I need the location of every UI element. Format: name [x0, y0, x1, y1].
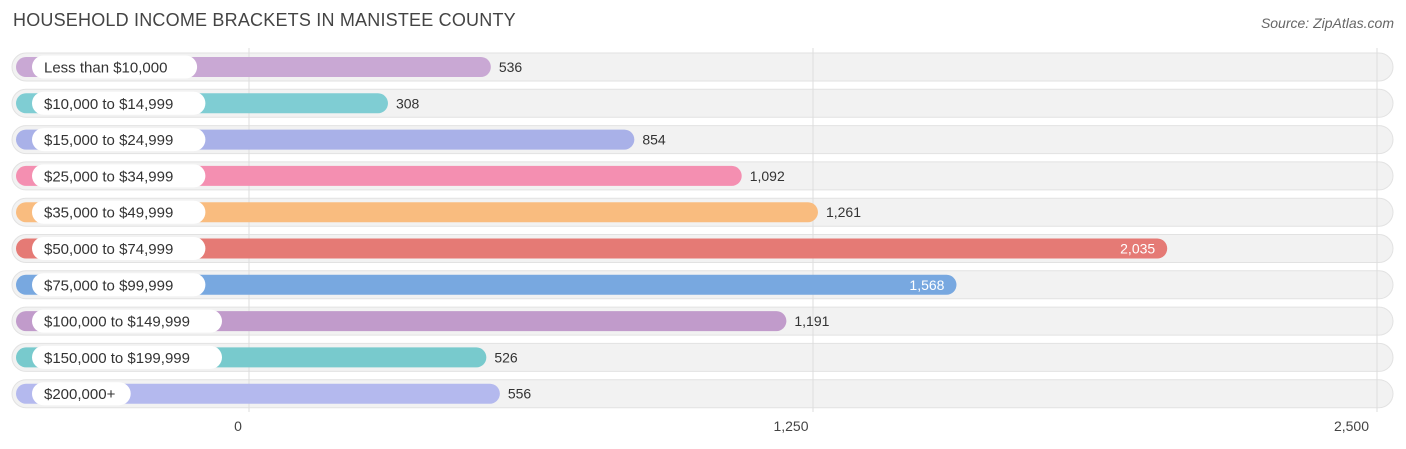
category-pill	[32, 164, 206, 188]
bar-row: Less than $10,000 536	[16, 55, 523, 79]
category-pill	[32, 309, 222, 333]
category-label: $25,000 to $34,999	[44, 168, 173, 185]
category-label: $10,000 to $14,999	[44, 96, 173, 113]
category-pill	[32, 273, 206, 297]
category-pill	[32, 128, 206, 152]
value-label: 2,035	[1120, 241, 1155, 257]
x-tick-label: 2,500	[1334, 418, 1369, 434]
bar-row: $100,000 to $149,999 1,191	[16, 309, 830, 333]
bar-row: $150,000 to $199,999 526	[16, 345, 518, 369]
category-label: $150,000 to $199,999	[44, 350, 190, 367]
bar-row: $35,000 to $49,999 1,261	[16, 200, 861, 224]
category-pill	[32, 91, 206, 115]
x-tick-label: 1,250	[773, 418, 808, 434]
category-pill	[32, 55, 198, 79]
source-label: Source: ZipAtlas.com	[1260, 15, 1394, 31]
bar	[16, 274, 957, 295]
category-label: $35,000 to $49,999	[44, 205, 173, 222]
category-label: $50,000 to $74,999	[44, 241, 173, 258]
value-label: 854	[642, 132, 666, 148]
value-label: 308	[396, 95, 420, 111]
category-label: $100,000 to $149,999	[44, 314, 190, 331]
category-pill	[32, 237, 206, 260]
bar-row: $200,000+ 556	[16, 382, 532, 406]
value-label: 1,191	[794, 313, 829, 329]
category-pill	[32, 345, 222, 369]
bar	[16, 383, 500, 404]
category-pill	[32, 382, 131, 406]
bar	[16, 238, 1168, 259]
value-label: 1,261	[826, 204, 861, 220]
category-label: $75,000 to $99,999	[44, 277, 173, 294]
category-label: $200,000+	[44, 386, 116, 403]
x-tick-label: 0	[234, 418, 242, 434]
value-label: 526	[494, 349, 518, 365]
bar	[16, 202, 818, 223]
value-label: 1,568	[909, 277, 944, 293]
category-label: $15,000 to $24,999	[44, 132, 173, 149]
value-label: 1,092	[750, 168, 785, 184]
category-label: Less than $10,000	[44, 60, 167, 77]
category-pill	[32, 200, 206, 224]
bar-row: $25,000 to $34,999 1,092	[16, 164, 785, 188]
value-label: 536	[499, 59, 523, 75]
bar-row: $75,000 to $99,999 1,568	[16, 273, 957, 297]
bar-row: $50,000 to $74,999 2,035	[16, 237, 1168, 260]
value-label: 556	[508, 386, 532, 402]
chart-title: HOUSEHOLD INCOME BRACKETS IN MANISTEE CO…	[13, 10, 516, 30]
bar-row: $15,000 to $24,999 854	[16, 128, 666, 152]
bar-row: $10,000 to $14,999 308	[16, 91, 420, 115]
